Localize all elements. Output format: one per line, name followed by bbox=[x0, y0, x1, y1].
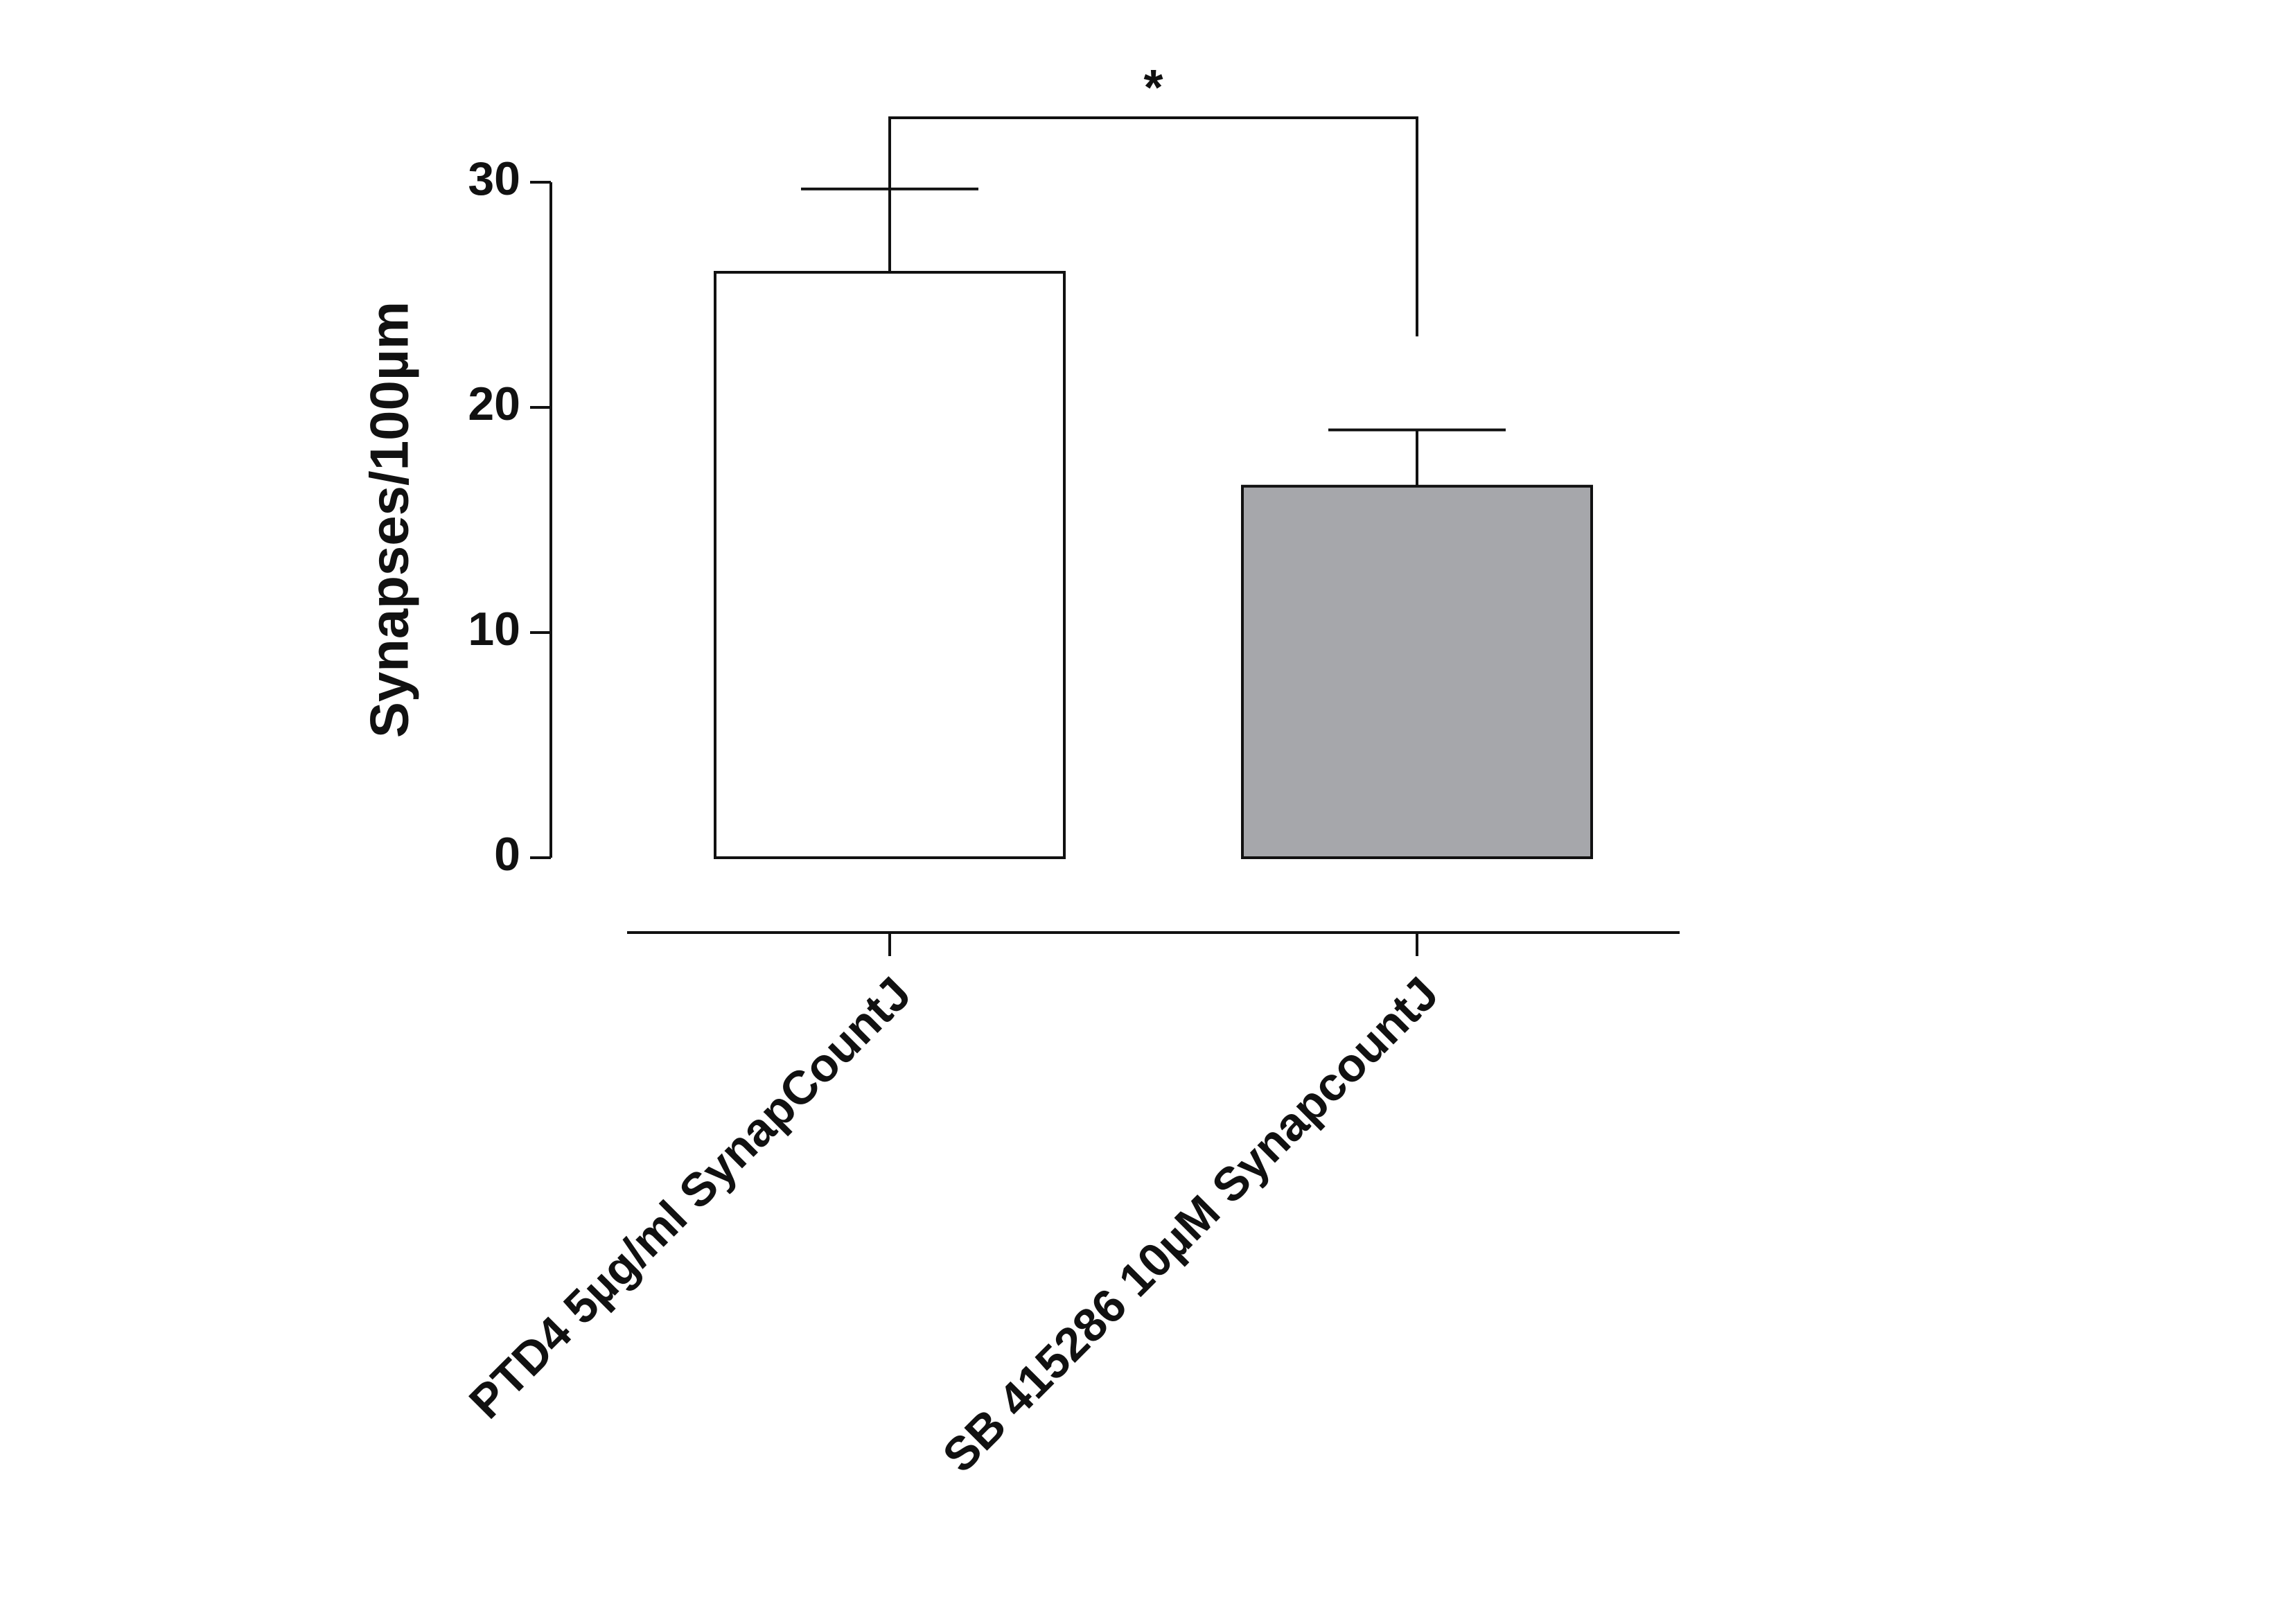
bar bbox=[714, 271, 1066, 859]
y-tick-label: 10 bbox=[468, 603, 520, 655]
y-axis-label: Synapses/100µm bbox=[359, 301, 420, 738]
significance-label: * bbox=[1143, 60, 1163, 116]
y-tick-label: 20 bbox=[468, 378, 520, 430]
significance-bracket bbox=[888, 116, 1418, 337]
y-tick-label: 0 bbox=[494, 828, 520, 881]
bar bbox=[1241, 484, 1593, 859]
y-tick-label: 30 bbox=[468, 152, 520, 205]
